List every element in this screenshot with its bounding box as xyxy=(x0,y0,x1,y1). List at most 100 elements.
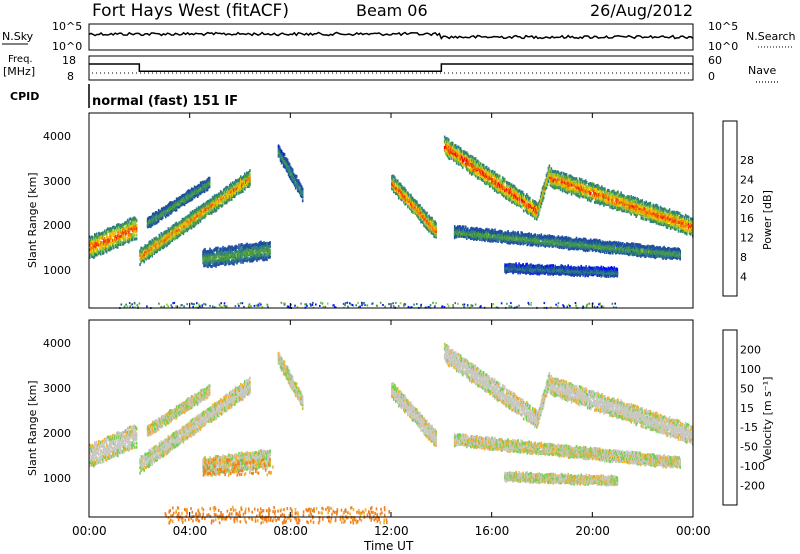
power-cell xyxy=(404,191,406,195)
power-cell xyxy=(191,193,194,197)
power-cell xyxy=(284,157,287,161)
power-cell xyxy=(109,247,112,251)
power-cell xyxy=(242,260,244,264)
power-cell xyxy=(428,229,430,233)
power-cell xyxy=(426,227,428,231)
power-cell xyxy=(235,247,237,251)
power-cell xyxy=(257,250,259,254)
power-cell xyxy=(240,245,242,249)
power-cell xyxy=(161,239,164,243)
power-cell xyxy=(170,203,173,207)
power-cell xyxy=(200,208,203,212)
power-cell xyxy=(255,249,257,253)
power-cell xyxy=(419,210,421,213)
nave-right-tick-bottom: 0 xyxy=(708,70,715,83)
power-cell xyxy=(223,192,226,196)
power-cell xyxy=(235,186,237,190)
power-cell xyxy=(204,250,206,254)
power-cell xyxy=(207,181,210,185)
power-cell xyxy=(222,261,224,265)
power-cell xyxy=(427,223,429,227)
power-cell xyxy=(155,211,158,214)
power-cell xyxy=(192,190,195,194)
power-cell xyxy=(393,178,395,182)
power-cell xyxy=(220,198,223,202)
power-cell xyxy=(151,221,154,225)
power-cell xyxy=(244,258,246,262)
power-cell xyxy=(199,181,202,185)
power-cell xyxy=(247,185,249,189)
power-cell xyxy=(132,235,135,239)
power-cell xyxy=(419,212,421,215)
power-cell xyxy=(105,242,108,245)
power-cell xyxy=(197,210,200,214)
power-cell xyxy=(165,211,168,215)
power-cell xyxy=(140,260,142,264)
power-cell xyxy=(421,220,423,224)
power-cell xyxy=(239,179,241,183)
power-cell xyxy=(166,229,169,233)
power-cell xyxy=(173,206,176,210)
power-cell xyxy=(236,254,238,258)
power-cell xyxy=(245,174,247,178)
power-cell xyxy=(293,181,296,185)
power-cell xyxy=(425,225,427,229)
power-cell xyxy=(265,253,267,256)
power-cell xyxy=(94,251,96,255)
power-cell xyxy=(96,242,98,246)
power-cell xyxy=(203,208,206,212)
power-cell xyxy=(217,246,219,250)
power-cell xyxy=(143,246,145,250)
power-cell xyxy=(242,249,244,253)
power-cell xyxy=(192,194,195,198)
power-cell xyxy=(152,217,155,221)
power-cell xyxy=(202,181,205,184)
power-cell xyxy=(234,252,236,256)
power-cell xyxy=(175,229,178,233)
power-cell xyxy=(112,246,115,250)
power-cell xyxy=(224,200,227,204)
power-cell xyxy=(222,248,224,252)
power-cell xyxy=(209,206,212,210)
power-cell xyxy=(207,265,209,269)
power-cell xyxy=(248,178,250,182)
power-cell xyxy=(109,245,112,249)
power-cell xyxy=(194,189,197,193)
power-cell xyxy=(90,252,92,256)
power-cell xyxy=(197,191,200,195)
power-cell xyxy=(110,227,113,231)
power-cell xyxy=(267,246,269,250)
power-cell xyxy=(160,239,163,243)
power-cell xyxy=(233,182,235,186)
power-cell xyxy=(297,188,300,192)
power-cell xyxy=(269,255,271,259)
power-cell xyxy=(212,210,215,214)
power-cell xyxy=(166,234,169,237)
power-cell xyxy=(395,184,397,188)
power-cell xyxy=(264,257,266,261)
power-cell xyxy=(133,229,136,233)
power-cell xyxy=(412,210,414,214)
power-cell xyxy=(220,262,222,266)
power-cell xyxy=(191,187,194,191)
power-cell xyxy=(105,239,108,242)
power-cell xyxy=(193,220,196,224)
power-cell xyxy=(174,234,177,238)
power-cell xyxy=(184,216,187,220)
power-cell xyxy=(221,261,223,265)
power-cell xyxy=(92,248,94,252)
power-cell xyxy=(147,217,150,221)
power-cell xyxy=(247,182,249,186)
power-cell xyxy=(205,250,207,254)
power-cell xyxy=(122,227,125,231)
power-cell xyxy=(154,211,157,215)
power-cell xyxy=(178,221,181,224)
power-cell xyxy=(215,198,218,202)
power-cell xyxy=(218,254,220,258)
power-cell xyxy=(418,208,420,212)
power-cell xyxy=(175,201,178,205)
power-cell xyxy=(102,238,105,242)
power-cell xyxy=(176,229,179,232)
noise-left-tick-top: 10^5 xyxy=(52,20,82,33)
